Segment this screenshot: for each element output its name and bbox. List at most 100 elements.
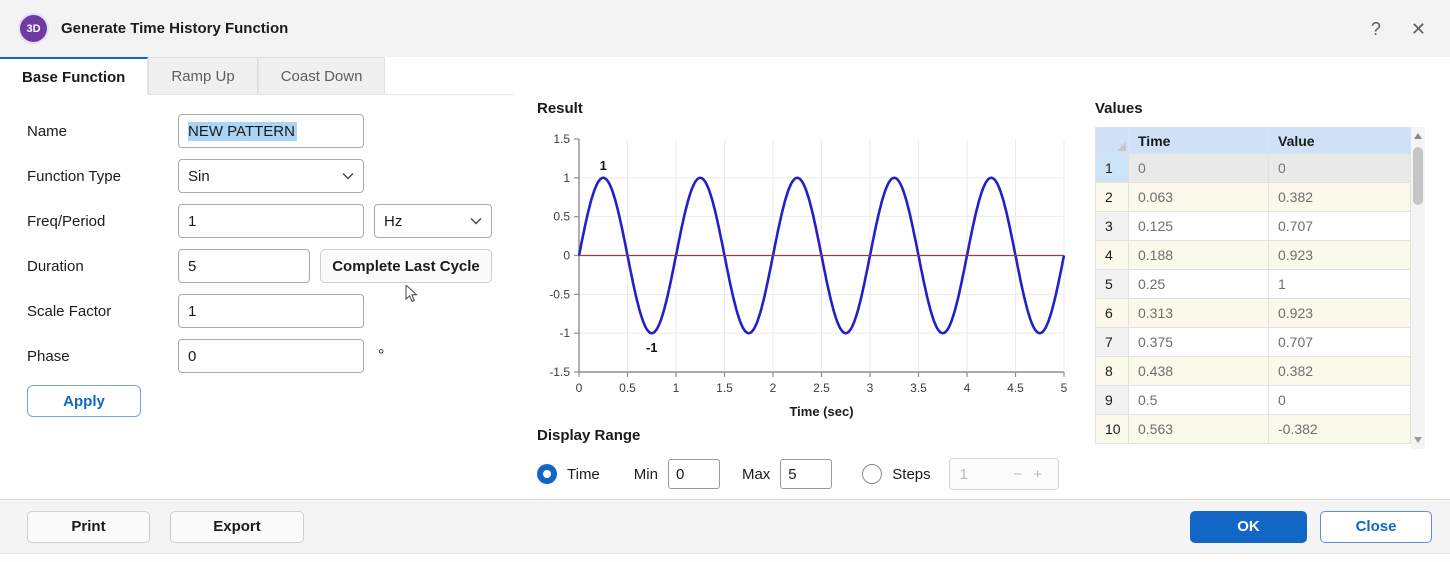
svg-text:4.5: 4.5 bbox=[1007, 381, 1024, 395]
cell-row-number[interactable]: 3 bbox=[1095, 211, 1129, 241]
table-row[interactable]: 2 0.063 0.382 bbox=[1095, 182, 1411, 212]
table-row[interactable]: 6 0.313 0.923 bbox=[1095, 298, 1411, 328]
tab-strip: Base Function Ramp Up Coast Down bbox=[0, 57, 513, 95]
cell-row-number[interactable]: 9 bbox=[1095, 385, 1129, 415]
function-type-value: Sin bbox=[188, 167, 210, 185]
close-icon[interactable]: ✕ bbox=[1410, 18, 1426, 39]
min-input[interactable] bbox=[667, 459, 720, 489]
cell-time[interactable]: 0.438 bbox=[1128, 356, 1269, 386]
cell-row-number[interactable]: 1 bbox=[1095, 153, 1129, 183]
corner-triangle-icon bbox=[1117, 142, 1126, 151]
freq-period-label: Freq/Period bbox=[27, 212, 106, 230]
phase-input[interactable] bbox=[178, 339, 364, 373]
cell-row-number[interactable]: 4 bbox=[1095, 240, 1129, 270]
complete-last-cycle-button[interactable]: Complete Last Cycle bbox=[320, 249, 492, 283]
table-row[interactable]: 5 0.25 1 bbox=[1095, 269, 1411, 299]
cell-row-number[interactable]: 8 bbox=[1095, 356, 1129, 386]
corner-header-cell[interactable] bbox=[1095, 127, 1129, 154]
cell-value[interactable]: 0 bbox=[1268, 153, 1411, 183]
cell-time[interactable]: 0.5 bbox=[1128, 385, 1269, 415]
cell-time[interactable]: 0.125 bbox=[1128, 211, 1269, 241]
cell-row-number[interactable]: 10 bbox=[1095, 414, 1129, 444]
cell-value[interactable]: 0.382 bbox=[1268, 356, 1411, 386]
table-row[interactable]: 8 0.438 0.382 bbox=[1095, 356, 1411, 386]
close-button[interactable]: Close bbox=[1320, 510, 1432, 543]
function-type-dropdown[interactable]: Sin bbox=[178, 159, 364, 193]
name-input-selected-text: NEW PATTERN bbox=[188, 121, 297, 141]
time-radio[interactable] bbox=[537, 464, 557, 484]
table-row[interactable]: 4 0.188 0.923 bbox=[1095, 240, 1411, 270]
apply-button[interactable]: Apply bbox=[27, 385, 141, 417]
cell-time[interactable]: 0.188 bbox=[1128, 240, 1269, 270]
tab-ramp-up[interactable]: Ramp Up bbox=[148, 57, 258, 94]
value-column-header[interactable]: Value bbox=[1268, 127, 1411, 154]
cell-value[interactable]: 0.923 bbox=[1268, 298, 1411, 328]
steps-stepper: 1 − + bbox=[948, 458, 1059, 490]
duration-input[interactable] bbox=[178, 249, 310, 283]
table-row[interactable]: 7 0.375 0.707 bbox=[1095, 327, 1411, 357]
cell-time[interactable]: 0.063 bbox=[1128, 182, 1269, 212]
cell-row-number[interactable]: 5 bbox=[1095, 269, 1129, 299]
tab-base-function[interactable]: Base Function bbox=[0, 57, 149, 95]
cell-time[interactable]: 0.313 bbox=[1128, 298, 1269, 328]
cell-value[interactable]: 0.923 bbox=[1268, 240, 1411, 270]
name-label: Name bbox=[27, 122, 68, 140]
cell-time[interactable]: 0 bbox=[1128, 153, 1269, 183]
cell-value[interactable]: 0.707 bbox=[1268, 327, 1411, 357]
max-label: Max bbox=[741, 465, 771, 483]
steps-radio-label: Steps bbox=[892, 465, 931, 483]
chevron-down-icon bbox=[342, 173, 354, 180]
svg-text:0: 0 bbox=[563, 249, 570, 263]
cell-value[interactable]: 0.382 bbox=[1268, 182, 1411, 212]
scale-factor-input[interactable] bbox=[178, 294, 364, 328]
cell-value[interactable]: 1 bbox=[1268, 269, 1411, 299]
max-input[interactable] bbox=[780, 459, 833, 489]
export-button[interactable]: Export bbox=[170, 510, 304, 543]
svg-text:3.5: 3.5 bbox=[910, 381, 927, 395]
time-column-header[interactable]: Time bbox=[1128, 127, 1269, 154]
time-radio-label: Time bbox=[567, 465, 600, 483]
svg-text:4: 4 bbox=[964, 381, 971, 395]
table-row[interactable]: 3 0.125 0.707 bbox=[1095, 211, 1411, 241]
ok-button[interactable]: OK bbox=[1190, 510, 1307, 543]
cell-time[interactable]: 0.25 bbox=[1128, 269, 1269, 299]
dialog-title: Generate Time History Function bbox=[61, 20, 289, 37]
steps-decrement-button[interactable]: − bbox=[1013, 465, 1023, 483]
svg-text:1: 1 bbox=[673, 381, 680, 395]
degree-symbol: ° bbox=[378, 347, 385, 364]
svg-text:0.5: 0.5 bbox=[619, 381, 636, 395]
cell-time[interactable]: 0.375 bbox=[1128, 327, 1269, 357]
svg-text:Time (sec): Time (sec) bbox=[789, 404, 853, 419]
svg-text:0: 0 bbox=[576, 381, 583, 395]
freq-period-input[interactable] bbox=[178, 204, 364, 238]
cell-value[interactable]: 0.707 bbox=[1268, 211, 1411, 241]
values-scrollbar[interactable] bbox=[1411, 127, 1425, 449]
scrollbar-thumb[interactable] bbox=[1413, 147, 1423, 205]
print-button[interactable]: Print bbox=[27, 510, 150, 543]
chevron-down-icon bbox=[470, 218, 482, 225]
name-input[interactable]: NEW PATTERN bbox=[178, 114, 364, 148]
cell-row-number[interactable]: 7 bbox=[1095, 327, 1129, 357]
table-row[interactable]: 10 0.563 -0.382 bbox=[1095, 414, 1411, 444]
cell-row-number[interactable]: 2 bbox=[1095, 182, 1129, 212]
freq-unit-dropdown[interactable]: Hz bbox=[374, 204, 492, 238]
values-table: Time Value 1 0 0 2 0.063 0.382 3 0.125 0.707 4 0.1… bbox=[1095, 127, 1411, 444]
cell-time[interactable]: 0.563 bbox=[1128, 414, 1269, 444]
scroll-up-icon[interactable] bbox=[1411, 129, 1425, 143]
steps-increment-button[interactable]: + bbox=[1033, 465, 1043, 483]
tab-coast-down[interactable]: Coast Down bbox=[257, 57, 386, 94]
cell-value[interactable]: 0 bbox=[1268, 385, 1411, 415]
help-icon[interactable]: ? bbox=[1370, 18, 1381, 39]
scroll-down-icon[interactable] bbox=[1411, 433, 1425, 447]
steps-value: 1 bbox=[959, 465, 968, 483]
steps-radio[interactable] bbox=[862, 464, 883, 484]
cell-row-number[interactable]: 6 bbox=[1095, 298, 1129, 328]
display-range-title: Display Range bbox=[537, 427, 641, 444]
values-tbody: 1 0 0 2 0.063 0.382 3 0.125 0.707 4 0.188 0.923 5 0.2… bbox=[1095, 153, 1411, 444]
table-row[interactable]: 9 0.5 0 bbox=[1095, 385, 1411, 415]
cell-value[interactable]: -0.382 bbox=[1268, 414, 1411, 444]
title-bar: 3D Generate Time History Function ? ✕ bbox=[0, 0, 1450, 57]
app-3d-icon: 3D bbox=[20, 15, 47, 42]
